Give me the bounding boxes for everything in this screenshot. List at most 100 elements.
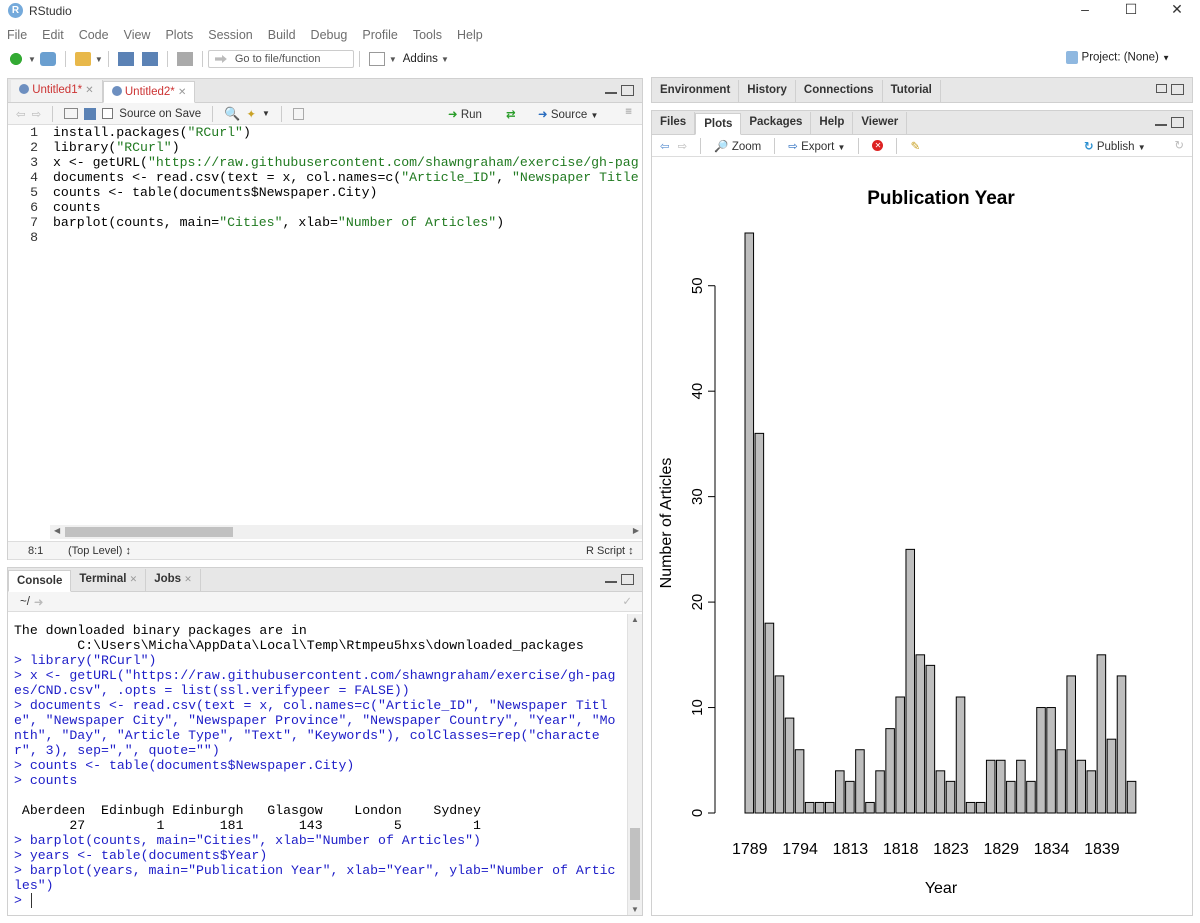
close-tab-icon[interactable]: ✕ xyxy=(129,574,138,584)
tab-jobs[interactable]: Jobs ✕ xyxy=(146,569,201,591)
save-icon[interactable] xyxy=(117,52,134,66)
minimize-pane-icon[interactable] xyxy=(605,85,617,94)
grid-layout-icon[interactable] xyxy=(368,52,385,66)
print-icon[interactable] xyxy=(176,52,193,66)
maximize-button[interactable]: ☐ xyxy=(1124,1,1138,17)
bar xyxy=(975,801,986,814)
project-menu[interactable]: Project: (None) ▼ xyxy=(1065,51,1170,64)
tab-files[interactable]: Files xyxy=(652,112,696,134)
restore-pane-icon[interactable] xyxy=(1156,84,1167,93)
console-scrollbar[interactable]: ▲ ▼ xyxy=(627,614,642,915)
broom-icon[interactable]: ✎ xyxy=(910,140,921,153)
console-line: > x <- getURL("https://raw.githubusercon… xyxy=(14,668,616,683)
save-icon[interactable] xyxy=(84,107,97,120)
tab-environment[interactable]: Environment xyxy=(652,80,740,102)
menu-view[interactable]: View xyxy=(123,28,151,42)
close-tab-icon[interactable]: ✕ xyxy=(85,85,94,96)
addins-menu[interactable]: Addins xyxy=(402,53,438,65)
go-to-directory-icon[interactable]: ➜ xyxy=(33,596,44,609)
menu-help[interactable]: Help xyxy=(457,28,483,42)
scope-selector[interactable]: (Top Level) ↕ xyxy=(68,545,131,557)
menu-profile[interactable]: Profile xyxy=(362,28,398,42)
tab-viewer[interactable]: Viewer xyxy=(853,112,908,134)
tab-connections[interactable]: Connections xyxy=(796,80,883,102)
rerun-icon[interactable]: ⇄ xyxy=(506,109,516,121)
code-line[interactable]: counts <- table(documents$Newspaper.City… xyxy=(53,185,378,200)
tab-untitled1[interactable]: Untitled1* ✕ xyxy=(11,80,103,102)
code-line[interactable]: documents <- read.csv(text = x, col.name… xyxy=(53,170,639,185)
zoom-button[interactable]: 🔎 Zoom xyxy=(714,139,761,153)
code-line[interactable] xyxy=(53,230,643,245)
tab-tutorial[interactable]: Tutorial xyxy=(883,80,941,102)
menu-edit[interactable]: Edit xyxy=(42,28,64,42)
source-button[interactable]: ➜ Source ▼ xyxy=(538,109,599,121)
file-type-selector[interactable]: R Script ↕ xyxy=(586,545,634,557)
tab-untitled2[interactable]: Untitled2* ✕ xyxy=(102,81,196,103)
run-button[interactable]: ➜ Run xyxy=(448,107,482,121)
source-on-save-checkbox[interactable] xyxy=(102,108,114,119)
tab-help[interactable]: Help xyxy=(811,112,854,134)
clear-console-icon[interactable]: ✓ xyxy=(622,596,632,608)
previous-plot-icon[interactable]: ⇦ xyxy=(660,140,670,153)
chevron-down-icon[interactable]: ▼ xyxy=(94,54,103,64)
magic-wand-icon[interactable]: ✦ xyxy=(246,108,256,121)
search-icon[interactable]: 🔍 xyxy=(224,105,241,121)
code-line[interactable]: install.packages("RCurl") xyxy=(53,125,251,140)
close-tab-icon[interactable]: ✕ xyxy=(177,87,187,98)
scroll-thumb[interactable] xyxy=(65,527,233,537)
code-line[interactable]: barplot(counts, main="Cities", xlab="Num… xyxy=(53,215,505,230)
zoom-icon: 🔎 xyxy=(714,140,729,153)
chevron-down-icon[interactable]: ▼ xyxy=(388,54,397,64)
export-button[interactable]: ⇨ Export ▼ xyxy=(788,140,846,153)
tab-terminal[interactable]: Terminal ✕ xyxy=(71,569,147,591)
bar xyxy=(764,622,775,814)
y-tick-label: 0 xyxy=(689,809,706,817)
menu-tools[interactable]: Tools xyxy=(412,28,443,42)
console-output[interactable]: The downloaded binary packages are in C:… xyxy=(14,623,626,913)
maximize-pane-icon[interactable] xyxy=(621,574,634,585)
maximize-pane-icon[interactable] xyxy=(1171,84,1184,95)
code-area[interactable]: install.packages("RCurl") library("RCurl"… xyxy=(53,125,643,521)
menu-plots[interactable]: Plots xyxy=(165,28,194,42)
menu-file[interactable]: File xyxy=(7,28,28,42)
minimize-pane-icon[interactable] xyxy=(605,574,617,583)
maximize-pane-icon[interactable] xyxy=(621,85,634,96)
menu-session[interactable]: Session xyxy=(208,28,253,42)
forward-arrow-icon[interactable]: ⇨ xyxy=(31,108,42,121)
menu-debug[interactable]: Debug xyxy=(310,28,348,42)
x-tick-label: 1789 xyxy=(732,841,768,858)
scroll-thumb[interactable] xyxy=(630,828,640,900)
back-arrow-icon[interactable]: ⇦ xyxy=(16,108,26,121)
publish-button[interactable]: ↻ Publish ▼ xyxy=(1084,141,1146,153)
pane-controls xyxy=(1156,84,1184,95)
refresh-icon[interactable]: ↻ xyxy=(1174,140,1184,152)
menu-build[interactable]: Build xyxy=(267,28,296,42)
horizontal-scrollbar[interactable]: ◀ ▶ xyxy=(50,525,642,539)
goto-file-input[interactable]: Go to file/function xyxy=(207,50,354,68)
new-project-icon[interactable] xyxy=(39,52,56,66)
code-line[interactable]: x <- getURL("https://raw.githubuserconte… xyxy=(53,155,639,170)
code-line[interactable]: library("RCurl") xyxy=(53,140,180,155)
open-folder-icon[interactable] xyxy=(74,52,91,66)
save-all-icon[interactable] xyxy=(141,52,158,66)
close-button[interactable]: ✕ xyxy=(1171,1,1183,17)
menu-code[interactable]: Code xyxy=(78,28,109,42)
next-plot-icon[interactable]: ⇨ xyxy=(677,140,688,153)
minimize-button[interactable]: – xyxy=(1081,1,1089,17)
chevron-down-icon[interactable]: ▼ xyxy=(28,54,36,64)
new-file-icon[interactable] xyxy=(8,52,24,66)
show-in-window-icon[interactable] xyxy=(64,108,79,119)
bar xyxy=(945,780,956,814)
tab-packages[interactable]: Packages xyxy=(741,112,812,134)
tab-plots[interactable]: Plots xyxy=(695,113,742,135)
tab-console[interactable]: Console xyxy=(8,570,72,592)
close-tab-icon[interactable]: ✕ xyxy=(184,574,192,584)
remove-plot-icon[interactable]: ✕ xyxy=(872,140,884,151)
code-line[interactable]: counts xyxy=(53,200,101,215)
maximize-pane-icon[interactable] xyxy=(1171,117,1184,128)
tab-history[interactable]: History xyxy=(739,80,796,102)
console-cursor[interactable] xyxy=(30,893,40,908)
outline-icon[interactable]: ≡ xyxy=(625,106,632,118)
minimize-pane-icon[interactable] xyxy=(1155,117,1167,126)
compile-report-icon[interactable] xyxy=(292,107,304,120)
